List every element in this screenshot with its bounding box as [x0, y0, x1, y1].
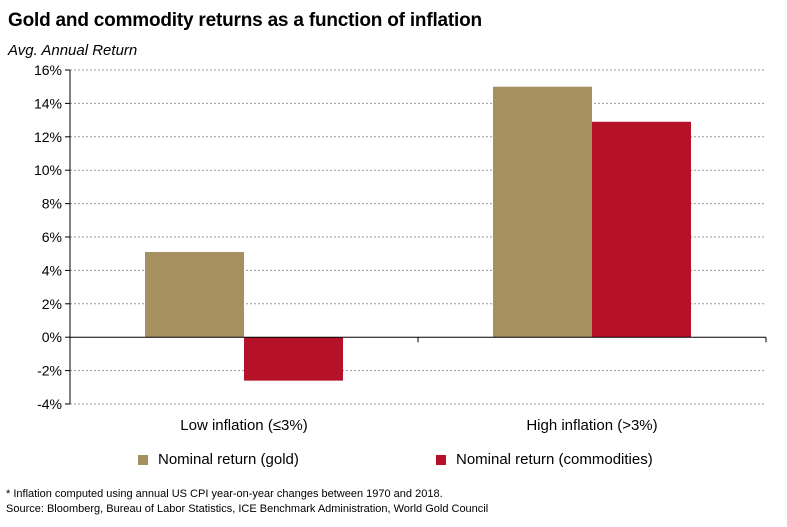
y-tick-label: 14% [34, 95, 62, 111]
x-category-label: Low inflation (≤3%) [180, 417, 307, 434]
y-tick-label: 0% [42, 329, 62, 345]
y-axis-label: Avg. Annual Return [8, 42, 138, 59]
legend-label-commodities: Nominal return (commodities) [456, 451, 653, 468]
bars [145, 86, 691, 381]
y-tick-label: 6% [42, 229, 62, 245]
bar-chart: -4% -2% 0% 2% 4% 6% 8% 10% 12% 14% 16% Low inflatio… [34, 62, 767, 434]
bar-commodities-high-inflation [592, 121, 691, 338]
legend-label-gold: Nominal return (gold) [158, 451, 299, 468]
axis-labels: -4% -2% 0% 2% 4% 6% 8% 10% 12% 14% 16% Low inflatio… [34, 62, 658, 434]
legend: Nominal return (gold) Nominal return (co… [0, 451, 787, 473]
y-tick-label: 16% [34, 62, 62, 78]
legend-item-commodities: Nominal return (commodities) [436, 451, 653, 468]
bar-gold-high-inflation [493, 86, 592, 338]
footnote-inflation: * Inflation computed using annual US CPI… [6, 488, 443, 500]
y-tick-label: 10% [34, 162, 62, 178]
legend-swatch-commodities [436, 454, 446, 465]
footnote-source: Source: Bloomberg, Bureau of Labor Stati… [6, 503, 489, 515]
y-tick-label: 12% [34, 129, 62, 145]
y-tick-label: 2% [42, 296, 62, 312]
y-tick-label: 4% [42, 262, 62, 278]
x-category-label: High inflation (>3%) [526, 417, 657, 434]
y-tick-label: -2% [37, 363, 62, 379]
y-tick-label: -4% [37, 396, 62, 412]
chart-title: Gold and commodity returns as a function… [8, 10, 482, 31]
legend-swatch-gold [138, 454, 148, 465]
legend-item-gold: Nominal return (gold) [138, 451, 299, 468]
bar-commodities-low-inflation [244, 337, 343, 381]
y-tick-label: 8% [42, 196, 62, 212]
axes [65, 69, 767, 405]
bar-gold-low-inflation [145, 252, 244, 338]
